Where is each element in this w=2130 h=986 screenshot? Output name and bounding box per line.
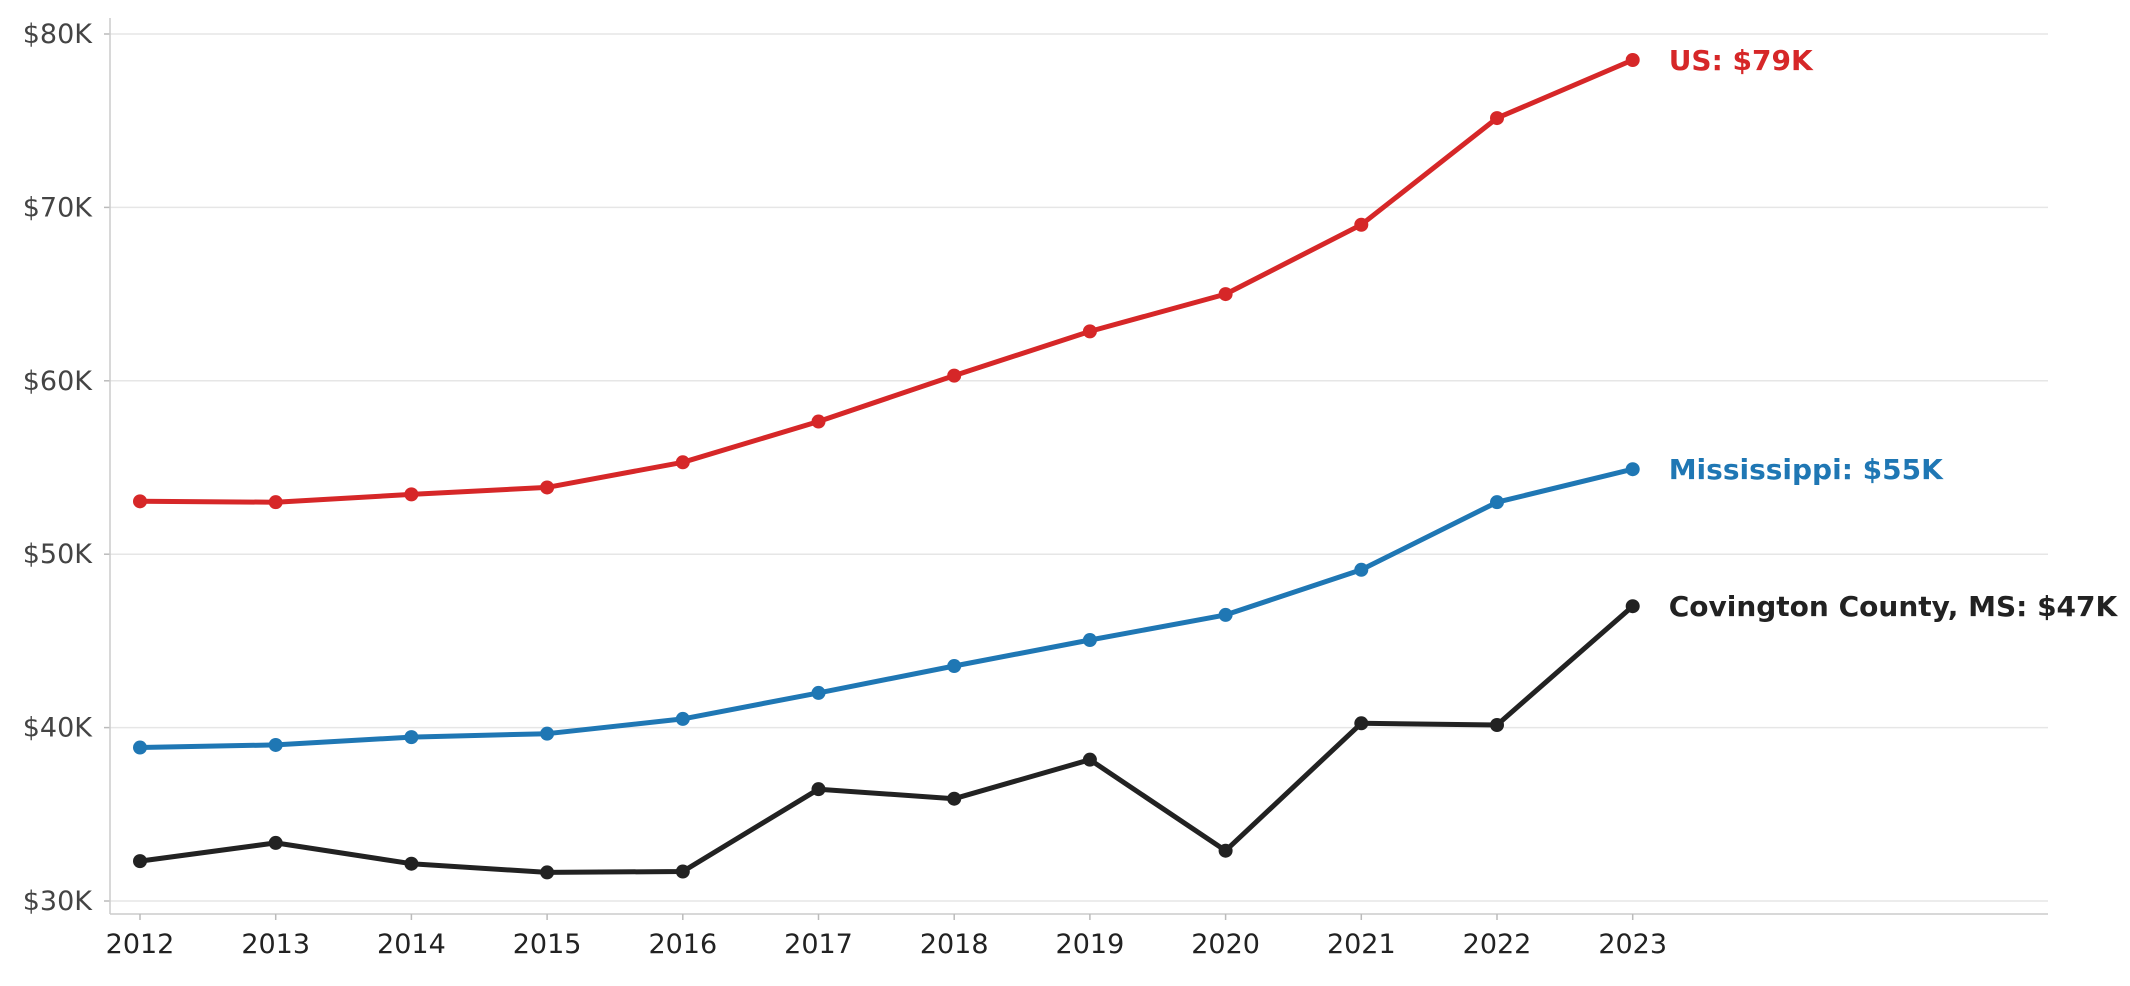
x-tick-label: 2014 xyxy=(377,929,446,960)
end-label-us: US: $79K xyxy=(1669,44,1814,77)
y-tick-label: $80K xyxy=(23,19,94,50)
data-point-us xyxy=(811,414,826,429)
data-point-us xyxy=(133,494,147,509)
series-line-covington-county-ms xyxy=(137,603,1636,875)
data-point-us xyxy=(1354,217,1369,232)
data-point-covington-county-ms xyxy=(540,865,555,880)
data-point-mississippi xyxy=(947,659,962,674)
data-point-mississippi xyxy=(1490,495,1504,510)
data-point-mississippi xyxy=(811,685,826,700)
x-tick-label: 2016 xyxy=(648,929,717,960)
x-tick-label: 2023 xyxy=(1598,929,1667,960)
y-tick-label: $60K xyxy=(23,366,94,397)
data-point-mississippi xyxy=(1082,633,1097,648)
data-point-covington-county-ms xyxy=(1354,716,1369,731)
data-point-us xyxy=(675,455,690,470)
axes: $30K $40K $50K $60K $70K $80K 2012 2013 2014 2015… xyxy=(23,18,2048,960)
data-point-mississippi xyxy=(404,730,419,745)
series-lines xyxy=(133,53,1640,880)
series-line-mississippi xyxy=(137,466,1636,750)
data-point-covington-county-ms xyxy=(811,782,826,797)
data-point-us xyxy=(947,368,962,383)
data-point-us xyxy=(268,495,283,510)
data-point-us xyxy=(1490,111,1504,126)
x-tick-label: 2020 xyxy=(1191,929,1260,960)
x-tick-label: 2015 xyxy=(513,929,582,960)
x-tick-label: 2013 xyxy=(241,929,310,960)
data-point-mississippi xyxy=(1625,462,1640,477)
data-point-us xyxy=(1218,287,1233,302)
data-point-mississippi xyxy=(268,737,283,752)
data-point-mississippi xyxy=(1354,562,1369,577)
series-end-labels: US: $79K Mississippi: $55K Covington Count… xyxy=(1669,44,2119,623)
data-point-us xyxy=(1625,53,1640,68)
data-point-covington-county-ms xyxy=(1082,752,1097,767)
x-tick-label: 2021 xyxy=(1327,929,1396,960)
data-point-covington-county-ms xyxy=(133,854,147,869)
data-point-mississippi xyxy=(1218,607,1233,622)
y-tick-label: $70K xyxy=(23,192,94,223)
x-tick-label: 2017 xyxy=(784,929,853,960)
data-point-covington-county-ms xyxy=(268,835,283,850)
data-point-covington-county-ms xyxy=(404,856,419,871)
data-point-mississippi xyxy=(540,726,555,741)
data-point-us xyxy=(404,487,419,502)
x-tick-label: 2022 xyxy=(1463,929,1532,960)
data-point-covington-county-ms xyxy=(1218,843,1233,858)
x-tick-label: 2018 xyxy=(920,929,989,960)
data-point-mississippi xyxy=(675,711,690,726)
gridlines xyxy=(110,33,2048,902)
y-tick-label: $30K xyxy=(23,886,94,917)
series-line-us xyxy=(137,57,1636,505)
y-tick-label: $50K xyxy=(23,539,94,570)
data-point-us xyxy=(540,480,555,495)
data-point-covington-county-ms xyxy=(675,864,690,879)
end-label-covington-county-ms: Covington County, MS: $47K xyxy=(1669,590,2119,623)
end-label-mississippi: Mississippi: $55K xyxy=(1669,453,1944,486)
data-point-covington-county-ms xyxy=(947,791,962,806)
data-point-us xyxy=(1082,324,1097,339)
data-point-covington-county-ms xyxy=(1490,717,1504,732)
x-tick-label: 2012 xyxy=(106,929,175,960)
data-point-mississippi xyxy=(133,740,147,755)
y-tick-label: $40K xyxy=(23,713,94,744)
x-tick-label: 2019 xyxy=(1056,929,1125,960)
data-point-covington-county-ms xyxy=(1625,599,1640,614)
